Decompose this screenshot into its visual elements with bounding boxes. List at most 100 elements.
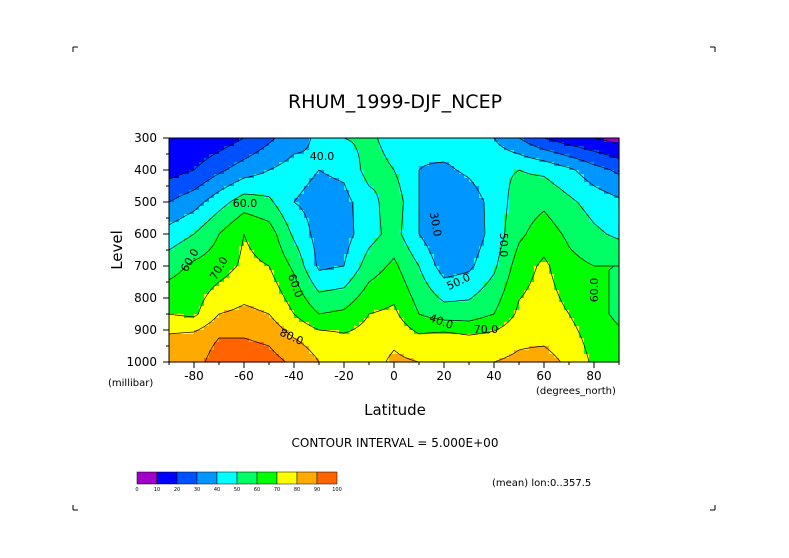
field-cell xyxy=(524,262,530,267)
field-cell xyxy=(349,226,355,231)
field-cell xyxy=(439,262,445,267)
field-cell xyxy=(334,146,340,151)
field-cell xyxy=(449,170,455,175)
field-cell xyxy=(194,342,200,347)
field-cell xyxy=(509,154,515,159)
field-cell xyxy=(269,166,275,171)
field-cell xyxy=(204,354,210,359)
field-cell xyxy=(544,190,550,195)
field-cell xyxy=(479,198,485,203)
field-cell xyxy=(239,150,245,155)
field-cell xyxy=(339,222,345,227)
field-cell xyxy=(244,222,250,227)
field-cell xyxy=(274,326,280,331)
field-cell xyxy=(339,174,345,179)
field-cell xyxy=(524,190,530,195)
field-cell xyxy=(284,190,290,195)
field-cell xyxy=(454,278,460,283)
field-cell xyxy=(409,290,415,295)
field-cell xyxy=(444,138,450,143)
field-cell xyxy=(464,290,470,295)
field-cell xyxy=(474,170,480,175)
field-cell xyxy=(169,286,175,291)
field-cell xyxy=(184,318,190,323)
field-cell xyxy=(544,174,550,179)
field-cell xyxy=(554,142,560,147)
field-cell xyxy=(509,142,515,147)
field-cell xyxy=(569,162,575,167)
field-cell xyxy=(564,250,570,255)
field-cell xyxy=(214,158,220,163)
field-cell xyxy=(184,274,190,279)
field-cell xyxy=(289,250,295,255)
field-cell xyxy=(419,278,425,283)
field-cell xyxy=(284,326,290,331)
field-cell xyxy=(214,234,220,239)
field-cell xyxy=(334,166,340,171)
field-cell xyxy=(424,278,430,283)
field-cell xyxy=(199,318,205,323)
field-cell xyxy=(239,318,245,323)
field-cell xyxy=(594,286,600,291)
field-cell xyxy=(279,210,285,215)
field-cell xyxy=(549,230,555,235)
field-cell xyxy=(409,230,415,235)
field-cell xyxy=(314,234,320,239)
field-cell xyxy=(389,290,395,295)
field-cell xyxy=(364,294,370,299)
field-cell xyxy=(334,358,340,363)
field-cell xyxy=(189,222,195,227)
field-cell xyxy=(219,282,225,287)
field-cell xyxy=(504,266,510,271)
field-cell xyxy=(579,234,585,239)
field-cell xyxy=(534,286,540,291)
field-cell xyxy=(349,170,355,175)
field-cell xyxy=(414,286,420,291)
field-cell xyxy=(369,206,375,211)
field-cell xyxy=(254,242,260,247)
field-cell xyxy=(319,190,325,195)
field-cell xyxy=(284,198,290,203)
field-cell xyxy=(409,270,415,275)
field-cell xyxy=(519,330,525,335)
field-cell xyxy=(334,334,340,339)
field-cell xyxy=(434,338,440,343)
field-cell xyxy=(264,330,270,335)
field-cell xyxy=(344,170,350,175)
field-cell xyxy=(569,302,575,307)
field-cell xyxy=(419,174,425,179)
field-cell xyxy=(454,254,460,259)
field-cell xyxy=(259,154,265,159)
field-cell xyxy=(349,194,355,199)
field-cell xyxy=(214,186,220,191)
field-cell xyxy=(484,354,490,359)
field-cell xyxy=(464,250,470,255)
field-cell xyxy=(229,206,235,211)
field-cell xyxy=(489,330,495,335)
field-cell xyxy=(389,322,395,327)
field-cell xyxy=(279,206,285,211)
field-cell xyxy=(424,222,430,227)
field-cell xyxy=(259,178,265,183)
field-cell xyxy=(559,266,565,271)
field-cell xyxy=(374,182,380,187)
field-cell xyxy=(334,222,340,227)
field-cell xyxy=(474,302,480,307)
field-cell xyxy=(194,246,200,251)
field-cell xyxy=(579,278,585,283)
field-cell xyxy=(539,278,545,283)
field-cell xyxy=(259,338,265,343)
field-cell xyxy=(384,266,390,271)
field-cell xyxy=(184,310,190,315)
field-cell xyxy=(549,262,555,267)
field-cell xyxy=(524,246,530,251)
field-cell xyxy=(559,318,565,323)
field-cell xyxy=(499,306,505,311)
field-cell xyxy=(519,166,525,171)
field-cell xyxy=(594,290,600,295)
field-cell xyxy=(174,210,180,215)
field-cell xyxy=(204,206,210,211)
field-cell xyxy=(474,206,480,211)
field-cell xyxy=(309,298,315,303)
field-cell xyxy=(529,306,535,311)
